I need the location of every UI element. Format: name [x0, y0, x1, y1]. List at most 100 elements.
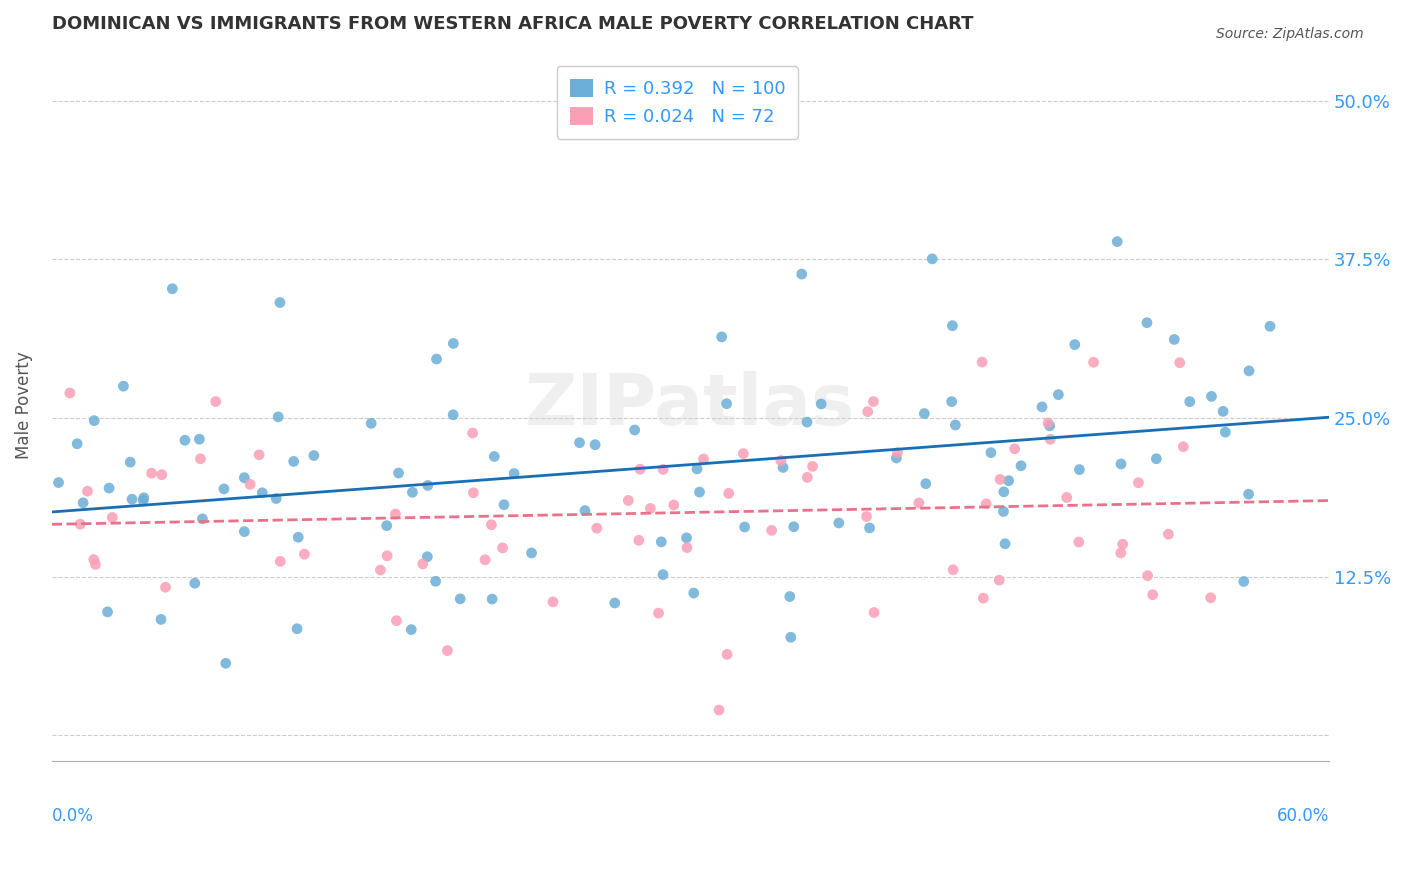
Point: [215, 657, 238, 671]
Point: [360, 417, 382, 431]
Point: [1083, 355, 1105, 369]
Point: [401, 623, 423, 637]
Point: [974, 497, 997, 511]
Point: [425, 574, 447, 589]
Point: [191, 512, 214, 526]
Point: [796, 470, 818, 484]
Point: [1215, 425, 1237, 439]
Point: [481, 517, 503, 532]
Point: [1063, 337, 1085, 351]
Point: [810, 397, 832, 411]
Point: [717, 486, 740, 500]
Point: [942, 563, 965, 577]
Point: [603, 596, 626, 610]
Point: [1142, 588, 1164, 602]
Point: [828, 516, 851, 530]
Point: [59, 386, 82, 401]
Point: [1178, 394, 1201, 409]
Point: [436, 643, 458, 657]
Point: [384, 507, 406, 521]
Point: [574, 503, 596, 517]
Point: [1136, 316, 1159, 330]
Point: [370, 563, 392, 577]
Point: [941, 394, 963, 409]
Point: [1237, 364, 1260, 378]
Point: [1039, 433, 1062, 447]
Point: [449, 591, 471, 606]
Point: [640, 501, 662, 516]
Point: [461, 425, 484, 440]
Point: [132, 491, 155, 505]
Point: [1157, 527, 1180, 541]
Point: [83, 414, 105, 428]
Point: [980, 445, 1002, 459]
Point: [76, 484, 98, 499]
Point: [972, 591, 994, 606]
Point: [416, 549, 439, 564]
Text: Source: ZipAtlas.com: Source: ZipAtlas.com: [1216, 27, 1364, 41]
Point: [716, 648, 738, 662]
Point: [239, 477, 262, 491]
Point: [734, 520, 756, 534]
Text: ZIPatlas: ZIPatlas: [526, 371, 855, 440]
Point: [112, 379, 135, 393]
Point: [1144, 451, 1167, 466]
Point: [269, 554, 291, 568]
Point: [285, 622, 308, 636]
Point: [474, 553, 496, 567]
Point: [783, 520, 806, 534]
Point: [801, 459, 824, 474]
Point: [150, 612, 173, 626]
Point: [863, 606, 886, 620]
Point: [1199, 591, 1222, 605]
Point: [716, 397, 738, 411]
Point: [252, 485, 274, 500]
Point: [617, 493, 640, 508]
Point: [988, 573, 1011, 587]
Point: [769, 453, 792, 467]
Point: [503, 467, 526, 481]
Point: [174, 434, 197, 448]
Point: [1109, 457, 1132, 471]
Point: [1136, 568, 1159, 582]
Point: [84, 558, 107, 572]
Point: [491, 541, 513, 555]
Point: [1107, 235, 1129, 249]
Point: [692, 452, 714, 467]
Point: [1258, 319, 1281, 334]
Point: [121, 492, 143, 507]
Point: [772, 460, 794, 475]
Point: [650, 534, 672, 549]
Point: [1111, 537, 1133, 551]
Point: [1168, 356, 1191, 370]
Point: [568, 435, 591, 450]
Point: [1039, 418, 1062, 433]
Point: [583, 438, 606, 452]
Point: [98, 481, 121, 495]
Point: [101, 510, 124, 524]
Point: [652, 462, 675, 476]
Point: [1212, 404, 1234, 418]
Point: [912, 407, 935, 421]
Point: [264, 491, 287, 506]
Text: DOMINICAN VS IMMIGRANTS FROM WESTERN AFRICA MALE POVERTY CORRELATION CHART: DOMINICAN VS IMMIGRANTS FROM WESTERN AFR…: [52, 15, 973, 33]
Point: [796, 415, 818, 429]
Point: [858, 521, 880, 535]
Y-axis label: Male Poverty: Male Poverty: [15, 351, 32, 459]
Point: [779, 590, 801, 604]
Text: 0.0%: 0.0%: [52, 807, 94, 825]
Point: [97, 605, 120, 619]
Point: [204, 394, 226, 409]
Point: [269, 295, 291, 310]
Point: [188, 432, 211, 446]
Point: [375, 549, 398, 563]
Point: [132, 493, 155, 508]
Point: [441, 336, 464, 351]
Point: [441, 408, 464, 422]
Point: [375, 518, 398, 533]
Point: [233, 471, 256, 485]
Point: [1031, 400, 1053, 414]
Point: [484, 450, 506, 464]
Point: [120, 455, 142, 469]
Point: [267, 409, 290, 424]
